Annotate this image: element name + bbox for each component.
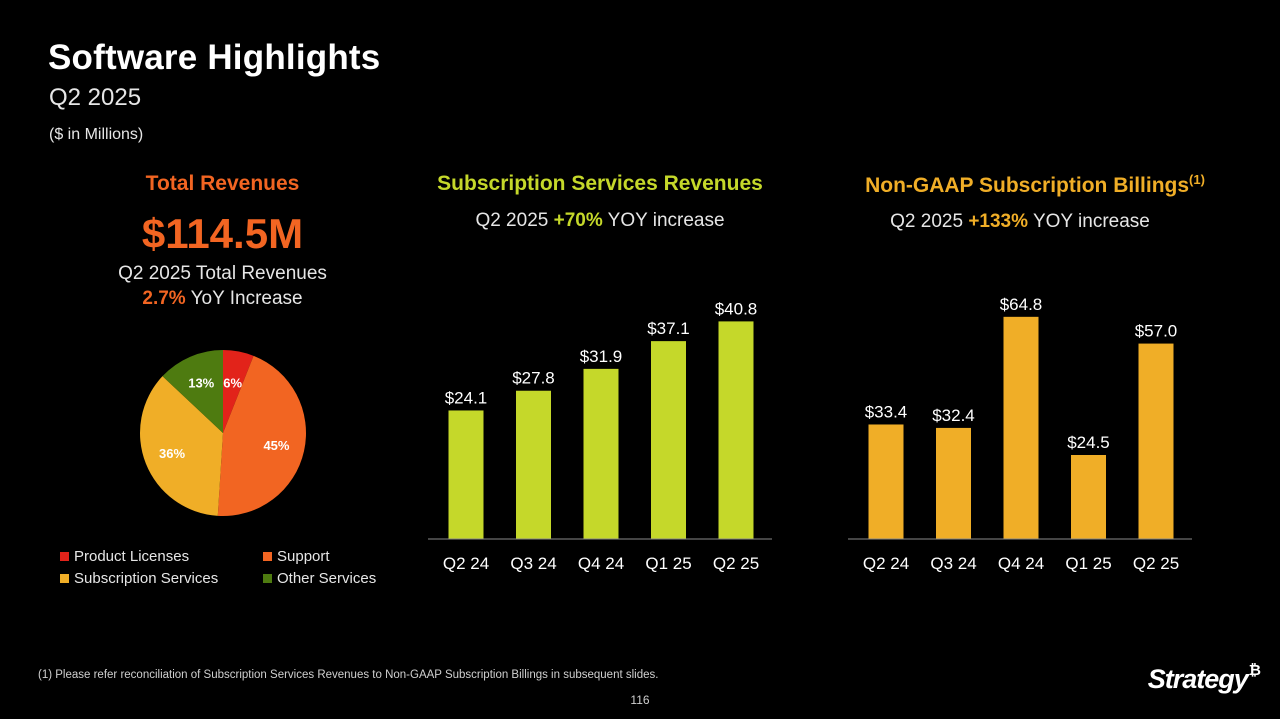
- pie-slice-support: [217, 355, 306, 516]
- billings-title-sup: (1): [1189, 172, 1205, 187]
- subscription-title: Subscription Services Revenues: [437, 172, 763, 195]
- x-tick-label: Q4 24: [998, 554, 1044, 573]
- x-tick-label: Q3 24: [930, 554, 976, 573]
- bar-value-label: $64.8: [1000, 295, 1043, 314]
- billings-title: Non-GAAP Subscription Billings: [865, 174, 1190, 197]
- total-revenues-value: $114.5M: [141, 210, 304, 257]
- page-title: Software Highlights: [48, 38, 381, 77]
- pie-slice-subscription-services: [140, 376, 223, 516]
- legend-label: Other Services: [277, 570, 377, 587]
- pie-slice-other-services: [162, 350, 223, 433]
- subscription-sub-prefix: Q2 2025: [475, 210, 554, 231]
- total-revenues-caption: Q2 2025 Total Revenues: [118, 263, 327, 284]
- pie-label: 45%: [263, 438, 289, 453]
- x-tick-label: Q1 25: [1065, 554, 1111, 573]
- legend-label: Support: [277, 548, 330, 565]
- strategy-logo: Strategy₿: [1147, 662, 1261, 695]
- billings-sub-pct: +133%: [968, 211, 1029, 232]
- bar-value-label: $32.4: [932, 406, 975, 425]
- bar-value-label: $40.8: [715, 299, 758, 318]
- billings-bar-chart: $33.4 Q2 24 $32.4 Q3 24 $64.8 Q4 24 $24.5 Q1 25…: [848, 295, 1192, 573]
- pie-label: 36%: [159, 446, 185, 461]
- page-number: 116: [630, 693, 650, 707]
- legend-swatch: [263, 574, 272, 583]
- bar: [868, 424, 904, 539]
- logo-text: Strategy: [1147, 664, 1249, 694]
- bar: [936, 427, 971, 539]
- legend-item-support: Support: [263, 548, 330, 565]
- billings-subtitle: Q2 2025 +133% YOY increase: [820, 211, 1220, 233]
- units-note: ($ in Millions): [49, 126, 144, 143]
- subscription-sub-pct: +70%: [553, 210, 603, 231]
- bar-value-label: $57.0: [1135, 322, 1178, 341]
- x-tick-label: Q2 25: [1133, 554, 1179, 573]
- billings-sub-prefix: Q2 2025: [890, 211, 969, 232]
- legend-item-subscription-services: Subscription Services: [60, 570, 218, 587]
- legend-swatch: [60, 574, 69, 583]
- bar: [1071, 455, 1106, 539]
- bar: [1003, 316, 1039, 539]
- page-subtitle: Q2 2025: [49, 84, 142, 111]
- bar: [651, 341, 686, 539]
- billings-title-wrap: Non-GAAP Subscription Billings(1): [820, 172, 1250, 198]
- legend-item-product-licenses: Product Licenses: [60, 548, 189, 565]
- pie-label: 13%: [188, 376, 214, 391]
- increase-pct: 2.7%: [142, 288, 186, 309]
- bar-value-label: $31.9: [580, 347, 623, 366]
- bar-value-label: $24.1: [445, 388, 488, 407]
- legend-label: Subscription Services: [74, 570, 219, 587]
- x-tick-label: Q3 24: [510, 554, 556, 573]
- increase-label: YoY Increase: [185, 288, 303, 309]
- subscription-sub-suffix: YOY increase: [602, 210, 725, 231]
- bar: [1138, 343, 1174, 539]
- subscription-subtitle: Q2 2025 +70% YOY increase: [395, 210, 805, 232]
- x-tick-label: Q2 25: [713, 554, 759, 573]
- x-tick-label: Q2 24: [863, 554, 909, 573]
- total-revenues-increase: 2.7% YoY Increase: [80, 288, 365, 310]
- footnote: (1) Please refer reconciliation of Subsc…: [38, 669, 659, 681]
- bar-value-label: $33.4: [865, 402, 908, 421]
- bitcoin-icon: ₿: [1248, 662, 1261, 679]
- bar: [516, 390, 551, 539]
- bar-value-label: $27.8: [512, 369, 555, 388]
- legend-label: Product Licenses: [74, 548, 190, 565]
- legend-swatch: [60, 552, 69, 561]
- total-revenues-title: Total Revenues: [145, 172, 300, 195]
- pie-label: 6%: [223, 375, 242, 390]
- pie-legend: Product Licenses Support Subscription Se…: [60, 548, 400, 592]
- revenue-pie-chart: 6% 45% 36% 13%: [140, 350, 306, 516]
- legend-item-other-services: Other Services: [263, 570, 376, 587]
- bar-value-label: $37.1: [647, 319, 690, 338]
- x-tick-label: Q1 25: [645, 554, 691, 573]
- subscription-bar-chart: $24.1 Q2 24 $27.8 Q3 24 $31.9 Q4 24 $37.1 Q1 25…: [428, 299, 772, 573]
- pie-slice-product-licenses: [223, 350, 254, 433]
- bar: [448, 410, 484, 539]
- bar: [718, 321, 754, 539]
- legend-swatch: [263, 552, 272, 561]
- bar-value-label: $24.5: [1067, 433, 1110, 452]
- x-tick-label: Q4 24: [578, 554, 624, 573]
- bar: [583, 368, 619, 539]
- billings-sub-suffix: YOY increase: [1028, 211, 1150, 232]
- x-tick-label: Q2 24: [443, 554, 489, 573]
